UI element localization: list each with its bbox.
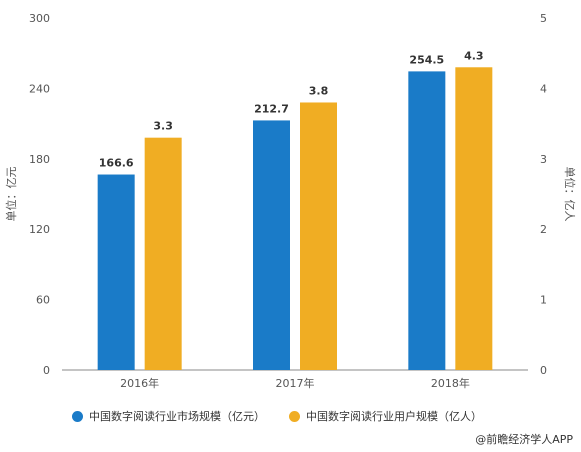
left-tick-label: 120: [29, 223, 50, 236]
left-axis-ticks: 0 60 120 180 240 300: [29, 12, 50, 377]
bar-market-size: [253, 120, 290, 370]
bar-user-size: [300, 102, 337, 370]
left-tick-label: 180: [29, 153, 50, 166]
data-label-market-size: 212.7: [254, 102, 289, 115]
bars: 166.6 3.3 212.7 3.8 254.5 4.3: [97, 49, 493, 371]
data-label-user-size: 4.3: [464, 49, 484, 62]
legend: 中国数字阅读行业市场规模（亿元） 中国数字阅读行业用户规模（亿人）: [72, 408, 482, 424]
left-axis-title: 单位：亿元: [4, 167, 18, 222]
left-tick-label: 300: [29, 12, 50, 25]
x-tick-label: 2016年: [120, 376, 159, 390]
right-tick-label: 5: [540, 12, 547, 25]
right-tick-label: 0: [540, 364, 547, 377]
legend-label-market-size: 中国数字阅读行业市场规模（亿元）: [89, 410, 265, 423]
bar-user-size: [144, 137, 182, 370]
data-label-user-size: 3.3: [153, 120, 173, 133]
x-axis-ticks: 2016年 2017年 2018年: [120, 376, 470, 390]
left-tick-label: 0: [43, 364, 50, 377]
data-label-market-size: 166.6: [99, 157, 134, 170]
right-axis-title: 单位：亿人: [563, 167, 577, 222]
legend-swatch-user-size: [289, 410, 300, 422]
legend-item-user-size: 中国数字阅读行业用户规模（亿人）: [289, 408, 482, 424]
left-tick-label: 60: [36, 294, 50, 307]
left-tick-label: 240: [29, 82, 50, 95]
legend-swatch-market-size: [72, 410, 83, 422]
data-label-market-size: 254.5: [409, 53, 444, 66]
x-tick-label: 2017年: [276, 376, 315, 390]
right-tick-label: 2: [540, 223, 547, 236]
right-tick-label: 1: [540, 294, 547, 307]
data-label-user-size: 3.8: [309, 84, 329, 97]
legend-label-user-size: 中国数字阅读行业用户规模（亿人）: [306, 410, 482, 423]
bar-market-size: [97, 174, 135, 370]
bar-market-size: [408, 71, 446, 371]
x-tick-label: 2018年: [431, 376, 470, 390]
legend-item-market-size: 中国数字阅读行业市场规模（亿元）: [72, 408, 265, 424]
right-tick-label: 3: [540, 153, 547, 166]
right-axis-ticks: 0 1 2 3 4 5: [540, 12, 547, 377]
credit-text: @前瞻经济学人APP: [475, 433, 573, 446]
right-tick-label: 4: [540, 82, 547, 95]
bar-user-size: [455, 67, 493, 370]
